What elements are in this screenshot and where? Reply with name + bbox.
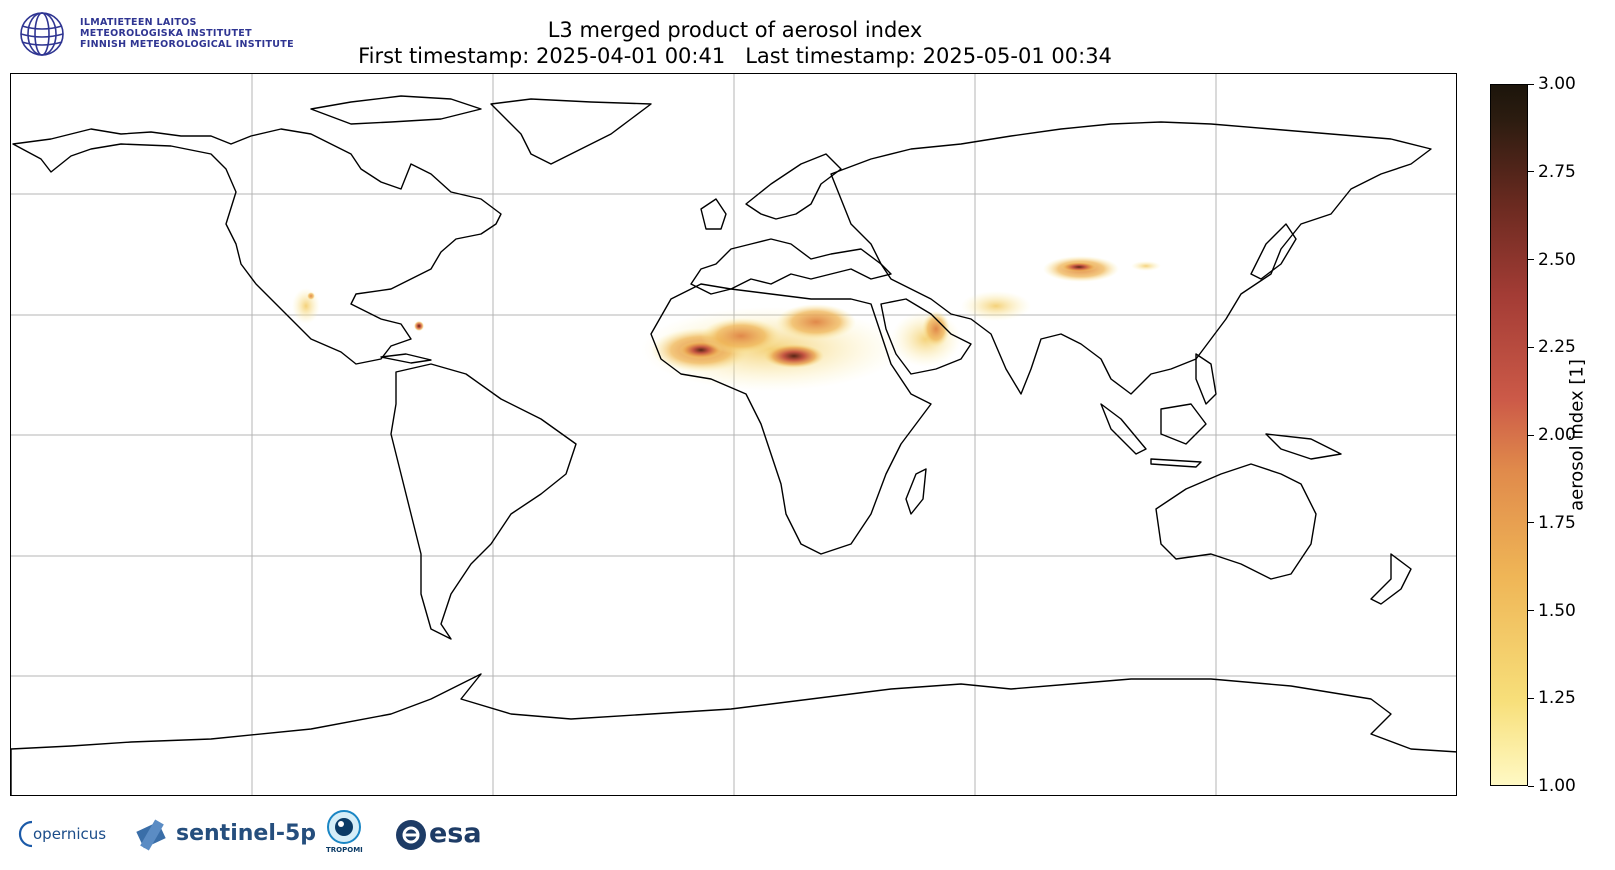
colorbar-tick-mark — [1528, 83, 1534, 85]
aerosol-mexico — [292, 288, 320, 324]
coast-scandinavia — [745, 153, 842, 220]
colorbar-tick-mark — [1528, 346, 1534, 348]
coast-north-america — [12, 128, 502, 365]
copernicus-wordmark: opernicus — [33, 825, 107, 843]
map-gridlines — [11, 74, 1456, 795]
colorbar-tick-label: 1.25 — [1538, 688, 1576, 709]
colorbar-label: aerosol index [1] — [1566, 359, 1588, 511]
colorbar-tick-mark — [1528, 259, 1534, 260]
coast-arabia — [880, 298, 972, 375]
fmi-globe-icon — [20, 12, 64, 56]
coast-philippines — [1195, 353, 1217, 405]
aerosol-mali — [701, 318, 781, 354]
coast-britain — [700, 198, 727, 230]
coast-greenland — [490, 98, 652, 165]
coast-south-america — [390, 363, 577, 640]
colorbar-tick-label: 2.25 — [1538, 337, 1576, 358]
fmi-logo — [20, 12, 64, 56]
copernicus-logo — [18, 820, 33, 848]
title-line-timestamps: First timestamp: 2025-04-01 00:41 Last t… — [358, 44, 1112, 68]
colorbar-tick-label: 3.00 — [1538, 74, 1576, 94]
tropomi-wordmark: TROPOMI — [326, 846, 363, 854]
aerosol-taklamakan-core — [1061, 262, 1097, 272]
aerosol-caribbean — [414, 321, 424, 331]
colorbar-tick-label: 1.50 — [1538, 600, 1576, 621]
colorbar-tick-mark — [1528, 522, 1534, 524]
world-map — [11, 74, 1456, 795]
aerosol-chad-peak — [764, 344, 824, 368]
esa-wordmark: esa — [429, 818, 482, 849]
fmi-name-swedish: METEOROLOGISKA INSTITUTET — [80, 28, 252, 39]
colorbar-tick-label: 2.75 — [1538, 161, 1576, 182]
tropomi-eye-icon — [327, 810, 361, 844]
coast-antarctica — [11, 673, 1456, 795]
coast-europe — [690, 238, 892, 295]
aerosol-arabia-core — [922, 311, 950, 347]
colorbar — [1490, 84, 1528, 786]
sentinel-wordmark: sentinel-5p — [176, 821, 317, 846]
map-panel — [10, 73, 1457, 796]
coast-new-zealand — [1370, 553, 1412, 605]
coast-japan — [1250, 223, 1297, 280]
esa-logo-icon — [396, 820, 426, 850]
aerosol-texas — [307, 292, 315, 300]
colorbar-tick-label: 1.00 — [1538, 776, 1576, 796]
coast-africa — [650, 283, 932, 555]
coast-madagascar — [905, 468, 927, 515]
colorbar-tick-mark — [1528, 171, 1534, 173]
fmi-wordmark: ILMATIETEEN LAITOS METEOROLOGISKA INSTIT… — [80, 17, 294, 50]
title-line-product: L3 merged product of aerosol index — [547, 18, 923, 42]
coast-sumatra — [1100, 403, 1147, 455]
coast-asia — [830, 121, 1432, 395]
coastlines — [11, 95, 1456, 795]
chart-title: L3 merged product of aerosol index First… — [0, 17, 1470, 69]
coast-new-guinea — [1265, 433, 1342, 460]
colorbar-tick-mark — [1528, 610, 1534, 611]
colorbar-tick-label: 2.00 — [1538, 425, 1576, 445]
coast-borneo — [1160, 403, 1207, 445]
sentinel-satellite-icon — [136, 819, 166, 851]
colorbar-tick-label: 2.50 — [1538, 249, 1576, 270]
fmi-name-english: FINNISH METEOROLOGICAL INSTITUTE — [80, 39, 294, 50]
aerosol-iran — [961, 291, 1031, 321]
colorbar-tick-mark — [1528, 785, 1534, 787]
coast-arctic-islands — [310, 95, 482, 125]
coast-cuba — [380, 353, 432, 364]
aerosol-index-field — [292, 256, 1161, 391]
colorbar-tick-mark — [1528, 697, 1534, 699]
footer-logos: opernicus sentinel-5p TROPOMI esa — [18, 810, 538, 860]
aerosol-gobi — [1131, 261, 1161, 271]
fmi-name-finnish: ILMATIETEEN LAITOS — [80, 17, 197, 28]
aerosol-libya — [776, 304, 856, 340]
coast-australia — [1155, 463, 1317, 580]
colorbar-tick-mark — [1528, 434, 1534, 436]
colorbar-tick-label: 1.75 — [1538, 512, 1576, 533]
coast-java — [1150, 458, 1202, 468]
